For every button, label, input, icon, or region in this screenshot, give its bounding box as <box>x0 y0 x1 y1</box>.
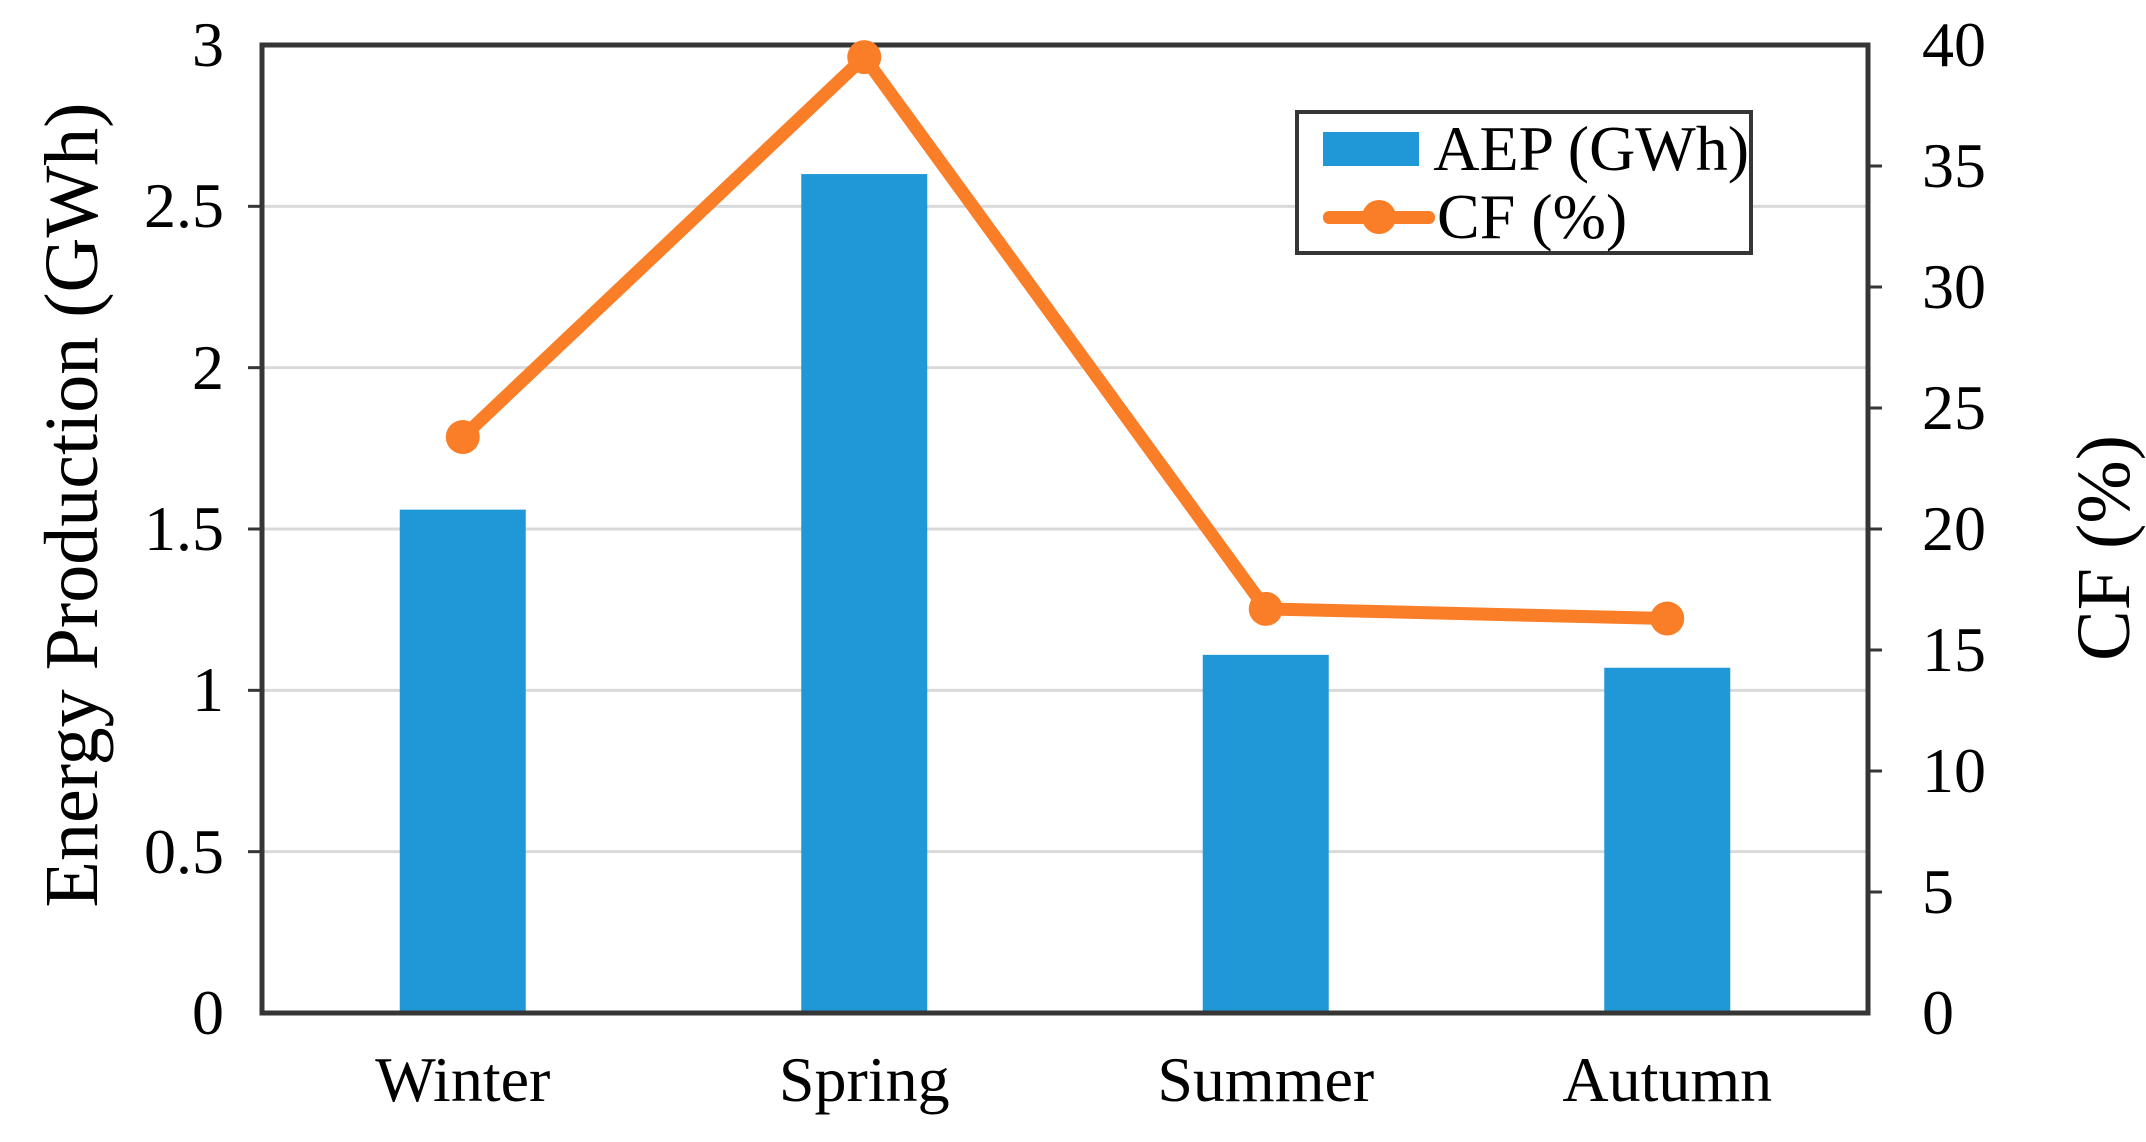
legend-box: AEP (GWh) CF (%) <box>1295 110 1753 255</box>
right-axis-tick-label: 10 <box>1922 735 1986 806</box>
bar-winter <box>399 509 526 1013</box>
right-axis-tick-label: 5 <box>1922 856 1954 927</box>
aep-bar-swatch-icon <box>1323 131 1420 166</box>
cf-line-swatch-icon <box>1323 197 1435 237</box>
left-axis-title: Energy Production (GWh) <box>30 102 114 908</box>
category-label-autumn: Autumn <box>1562 1044 1773 1115</box>
cf-marker-summer <box>1248 591 1283 626</box>
left-axis-tick-label: 2 <box>192 331 224 403</box>
cf-marker-spring <box>847 40 882 75</box>
left-axis-tick-label: 1.5 <box>144 493 224 564</box>
bar-summer <box>1202 654 1329 1013</box>
right-axis-tick-label: 30 <box>1922 251 1986 322</box>
category-label-summer: Summer <box>1157 1044 1375 1115</box>
left-axis-tick-label: 0.5 <box>144 815 224 887</box>
legend-label-aep: AEP (GWh) <box>1433 112 1749 184</box>
cf-marker-winter <box>445 420 480 455</box>
left-axis-tick-label: 2.5 <box>144 170 224 242</box>
right-axis-tick-label: 0 <box>1922 977 1954 1048</box>
right-axis-tick-label: 40 <box>1922 9 1986 80</box>
right-axis-tick-label: 35 <box>1922 130 1986 201</box>
legend-entry-cf: CF (%) <box>1323 180 1749 252</box>
right-axis-tick-label: 15 <box>1922 614 1986 685</box>
category-label-spring: Spring <box>778 1044 950 1115</box>
right-axis-tick-label: 20 <box>1922 493 1986 564</box>
right-axis-tick-label: 25 <box>1922 372 1986 443</box>
bar-autumn <box>1604 667 1731 1013</box>
right-axis-title: CF (%) <box>2062 435 2146 661</box>
cf-line <box>456 50 1674 626</box>
left-axis-tick-label: 0 <box>192 977 224 1048</box>
category-label-winter: Winter <box>375 1044 551 1115</box>
cf-marker-autumn <box>1650 601 1685 636</box>
left-axis-tick-label: 3 <box>192 9 224 80</box>
legend-entry-aep: AEP (GWh) <box>1323 112 1749 184</box>
bar-spring <box>801 174 928 1014</box>
legend-label-cf: CF (%) <box>1437 180 1628 252</box>
left-axis-tick-label: 1 <box>192 654 224 726</box>
